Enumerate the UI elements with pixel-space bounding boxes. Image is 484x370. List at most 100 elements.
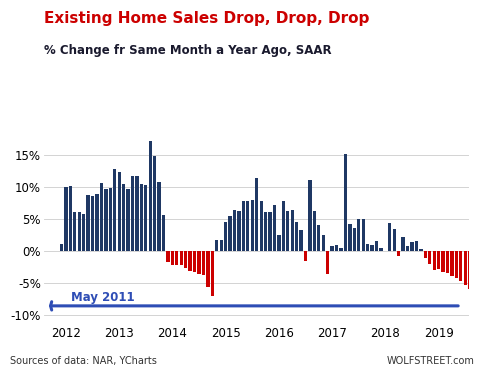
Bar	[353, 228, 356, 251]
Bar	[60, 244, 63, 251]
Bar	[366, 244, 369, 251]
Bar	[441, 251, 445, 272]
Bar	[357, 219, 361, 251]
Bar	[450, 251, 454, 276]
Bar	[415, 241, 418, 251]
Bar	[410, 242, 414, 251]
Bar	[286, 211, 289, 251]
Bar	[428, 251, 431, 264]
Bar	[64, 186, 68, 251]
Bar	[171, 251, 174, 265]
Bar	[454, 251, 458, 278]
Bar	[406, 246, 409, 251]
Bar	[162, 215, 165, 251]
Bar	[300, 230, 302, 251]
Bar	[197, 251, 201, 274]
Bar	[477, 251, 480, 297]
Bar	[144, 185, 148, 251]
Bar	[344, 154, 347, 251]
Bar	[180, 251, 183, 265]
Bar	[393, 229, 396, 251]
Text: % Change fr Same Month a Year Ago, SAAR: % Change fr Same Month a Year Ago, SAAR	[44, 44, 331, 57]
Bar	[379, 248, 382, 251]
Bar	[122, 184, 125, 251]
Bar	[277, 235, 281, 251]
Bar	[224, 222, 227, 251]
Bar	[388, 223, 392, 251]
Bar	[481, 251, 484, 314]
Bar	[215, 240, 218, 251]
Bar	[233, 210, 236, 251]
Bar	[419, 249, 423, 251]
Bar	[259, 201, 263, 251]
Bar	[202, 251, 205, 275]
Bar	[335, 245, 338, 251]
Bar	[255, 178, 258, 251]
Bar	[188, 251, 192, 270]
Bar	[339, 248, 343, 251]
Text: Existing Home Sales Drop, Drop, Drop: Existing Home Sales Drop, Drop, Drop	[44, 11, 369, 26]
Bar	[295, 222, 298, 251]
Bar	[424, 251, 427, 258]
Bar	[317, 225, 320, 251]
Bar	[268, 212, 272, 251]
Bar	[193, 251, 196, 272]
Bar	[131, 176, 134, 251]
Bar	[135, 176, 138, 251]
Bar	[206, 251, 210, 287]
Bar	[166, 251, 169, 262]
Bar	[175, 251, 179, 265]
Bar	[113, 169, 116, 251]
Bar	[69, 186, 72, 251]
Bar	[251, 200, 254, 251]
Bar	[472, 251, 476, 292]
Bar	[184, 251, 187, 268]
Bar	[118, 172, 121, 251]
Bar	[77, 212, 81, 251]
Bar	[237, 211, 241, 251]
Bar	[433, 251, 436, 270]
Bar	[95, 194, 99, 251]
Bar	[220, 240, 223, 251]
Bar	[370, 245, 374, 251]
Bar	[397, 251, 400, 256]
Bar	[273, 205, 276, 251]
Bar	[375, 241, 378, 251]
Bar	[228, 216, 232, 251]
Bar	[153, 156, 156, 251]
Bar	[87, 195, 90, 251]
Bar	[290, 210, 294, 251]
Text: May 2011: May 2011	[71, 290, 135, 304]
Bar	[242, 201, 245, 251]
Bar	[157, 182, 161, 251]
Bar	[401, 236, 405, 251]
Bar	[211, 251, 214, 296]
Bar	[91, 196, 94, 251]
Bar	[246, 201, 249, 251]
Bar	[331, 246, 334, 251]
Bar	[362, 219, 365, 251]
Bar	[264, 212, 267, 251]
Bar	[108, 188, 112, 251]
Bar	[304, 251, 307, 261]
Bar	[464, 251, 467, 285]
Bar	[459, 251, 462, 282]
Bar	[446, 251, 449, 273]
Bar	[326, 251, 329, 275]
Bar	[348, 224, 351, 251]
Bar	[100, 183, 103, 251]
Text: Sources of data: NAR, YCharts: Sources of data: NAR, YCharts	[10, 356, 156, 366]
Bar	[149, 141, 152, 251]
Bar	[308, 180, 312, 251]
Bar	[321, 235, 325, 251]
Bar	[126, 189, 130, 251]
Bar	[282, 201, 285, 251]
Bar	[73, 212, 76, 251]
Text: WOLFSTREET.com: WOLFSTREET.com	[386, 356, 474, 366]
Bar	[140, 184, 143, 251]
Bar	[82, 213, 85, 251]
Bar	[313, 211, 316, 251]
Bar	[468, 251, 471, 289]
Bar	[104, 189, 107, 251]
Bar	[437, 251, 440, 269]
